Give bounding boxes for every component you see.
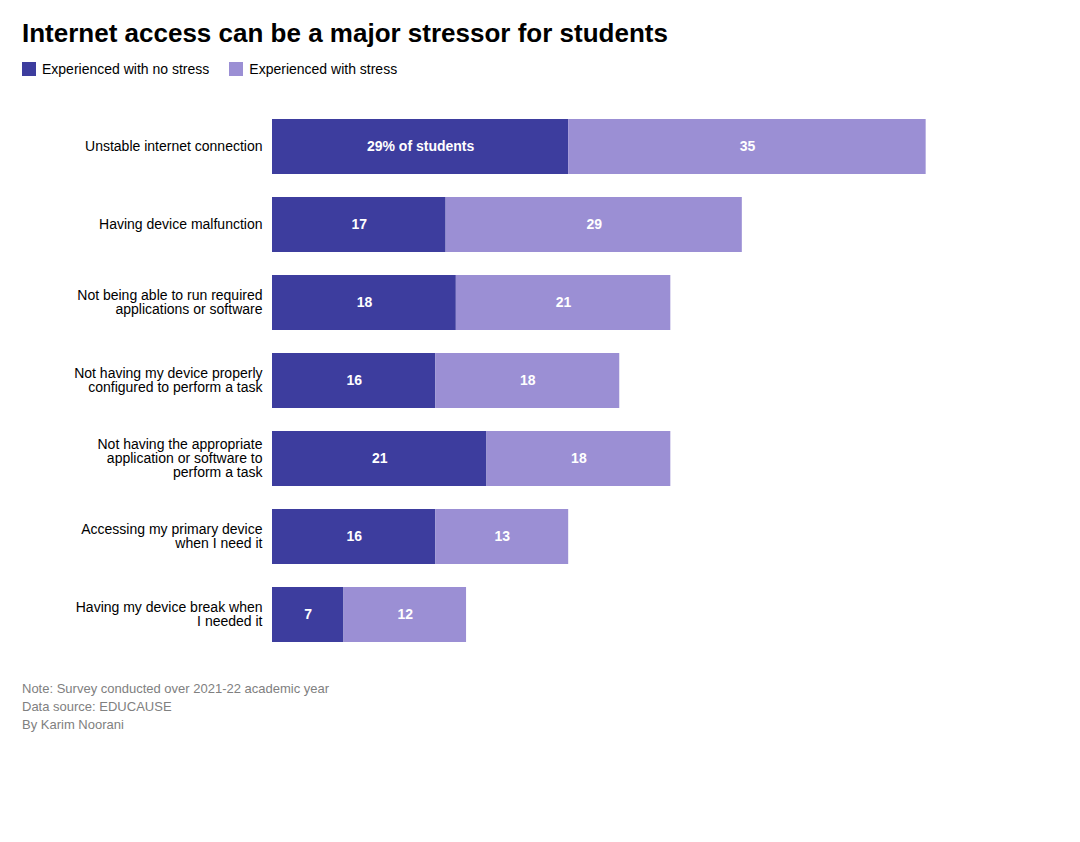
svg-text:21: 21 <box>372 450 388 466</box>
svg-text:29% of students: 29% of students <box>367 138 475 154</box>
svg-text:16: 16 <box>346 528 362 544</box>
svg-text:7: 7 <box>304 606 312 622</box>
svg-text:35: 35 <box>740 138 756 154</box>
svg-text:18: 18 <box>357 294 373 310</box>
svg-text:17: 17 <box>352 216 368 232</box>
html-text:Experienced with no stress: Experienced with no stress <box>42 61 210 77</box>
svg-text:Having my device break whenI n: Having my device break whenI needed it <box>76 599 263 629</box>
html-text:Internet access can be a major: Internet access can be a major stressor … <box>22 18 668 48</box>
svg-text:Not being able to run required: Not being able to run requiredapplicatio… <box>77 287 262 317</box>
html-text:Experienced with stress: Experienced with stress <box>249 61 398 77</box>
svg-text:13: 13 <box>495 528 511 544</box>
svg-text:Having device malfunction: Having device malfunction <box>99 216 262 232</box>
svg-text:12: 12 <box>397 606 413 622</box>
html-text:Note: Survey conducted over 20: Note: Survey conducted over 2021-22 acad… <box>22 681 330 696</box>
svg-text:21: 21 <box>556 294 572 310</box>
svg-text:Not having the appropriateappl: Not having the appropriateapplication or… <box>98 436 264 480</box>
svg-text:Unstable internet connection: Unstable internet connection <box>85 138 262 154</box>
svg-text:29: 29 <box>586 216 602 232</box>
svg-text:18: 18 <box>520 372 536 388</box>
html-text:Data source: EDUCAUSE: Data source: EDUCAUSE <box>22 699 172 714</box>
svg-text:Accessing my primary devicewhe: Accessing my primary devicewhen I need i… <box>81 521 262 551</box>
svg-text:18: 18 <box>571 450 587 466</box>
svg-text:16: 16 <box>346 372 362 388</box>
svg-text:Not having my device properlyc: Not having my device properlyconfigured … <box>74 365 263 395</box>
html-text:By Karim Noorani: By Karim Noorani <box>22 717 124 732</box>
